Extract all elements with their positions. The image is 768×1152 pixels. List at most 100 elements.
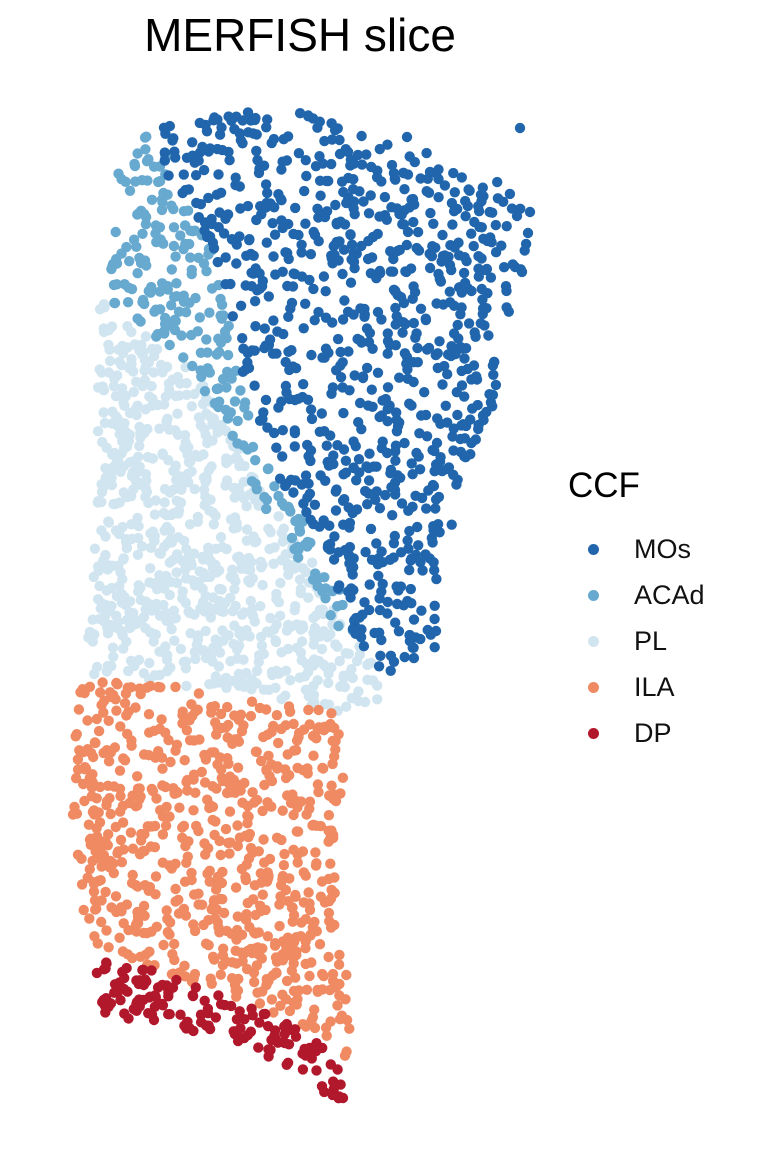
point-pl	[146, 381, 157, 392]
point-ila	[149, 842, 161, 853]
point-dp	[231, 1014, 243, 1025]
point-mos	[318, 271, 330, 282]
point-ila	[135, 791, 146, 802]
point-mos	[408, 376, 419, 388]
point-mos	[348, 309, 359, 320]
point-mos	[385, 665, 396, 676]
point-ila	[236, 863, 248, 875]
point-ila	[257, 805, 268, 817]
point-mos	[420, 314, 432, 326]
point-mos	[407, 293, 418, 304]
point-ila	[332, 1000, 343, 1011]
point-mos	[273, 189, 284, 200]
series-acad	[106, 131, 359, 636]
point-mos	[198, 164, 210, 176]
point-pl	[189, 548, 200, 559]
point-mos	[302, 394, 314, 405]
point-ila	[153, 746, 164, 757]
point-pl	[273, 511, 284, 522]
point-pl	[217, 625, 228, 636]
point-ila	[302, 768, 313, 779]
point-mos	[419, 387, 430, 398]
point-mos	[354, 186, 365, 197]
point-mos	[354, 397, 366, 409]
point-mos	[262, 422, 273, 433]
point-mos	[406, 458, 417, 469]
point-mos	[195, 199, 207, 210]
point-pl	[253, 650, 265, 661]
point-mos	[400, 318, 411, 330]
point-mos	[340, 144, 351, 155]
point-acad	[273, 490, 284, 502]
point-ila	[112, 679, 123, 690]
point-dp	[262, 1020, 274, 1032]
point-mos	[332, 440, 343, 451]
point-acad	[222, 349, 234, 361]
point-pl	[138, 611, 150, 623]
point-pl	[312, 675, 323, 686]
point-mos	[227, 311, 238, 322]
point-pl	[167, 554, 179, 566]
point-pl	[308, 627, 319, 639]
point-dp	[328, 1076, 339, 1087]
point-mos	[405, 583, 416, 595]
point-pl	[343, 648, 354, 659]
point-mos	[458, 419, 469, 430]
point-ila	[157, 763, 168, 774]
point-ila	[326, 780, 337, 791]
point-acad	[251, 484, 262, 495]
point-mos	[366, 554, 378, 565]
point-mos	[459, 391, 470, 402]
point-ila	[177, 832, 188, 843]
point-mos	[308, 226, 319, 238]
point-mos	[273, 402, 284, 413]
point-pl	[205, 494, 216, 505]
point-pl	[204, 411, 216, 422]
point-mos	[231, 258, 242, 269]
point-pl	[98, 562, 109, 573]
point-mos	[366, 384, 377, 395]
point-mos	[212, 256, 223, 268]
point-mos	[399, 437, 410, 449]
point-ila	[300, 1021, 312, 1032]
point-ila	[326, 829, 338, 840]
point-dp	[187, 990, 199, 1002]
point-dp	[195, 1017, 207, 1028]
point-ila	[327, 968, 339, 980]
point-ila	[241, 909, 252, 920]
legend-label-pl: PL	[634, 625, 668, 656]
point-ila	[161, 905, 172, 916]
point-mos	[342, 194, 354, 205]
point-pl	[103, 517, 115, 528]
point-ila	[307, 730, 319, 742]
point-ila	[292, 762, 303, 774]
point-ila	[215, 849, 226, 861]
point-mos	[373, 661, 385, 672]
point-pl	[154, 547, 165, 559]
point-mos	[333, 583, 344, 594]
point-pl	[179, 535, 190, 547]
point-mos	[240, 280, 251, 291]
point-mos	[300, 155, 311, 166]
point-mos	[421, 147, 432, 159]
point-acad	[186, 264, 197, 276]
point-mos	[385, 468, 396, 479]
point-mos	[514, 122, 526, 134]
point-ila	[249, 880, 261, 891]
point-mos	[345, 592, 356, 603]
point-ila	[91, 713, 103, 725]
point-mos	[298, 379, 309, 390]
point-pl	[225, 592, 236, 603]
point-mos	[320, 286, 331, 297]
point-ila	[261, 764, 272, 775]
point-ila	[242, 800, 253, 812]
legend-title: CCF	[568, 466, 640, 505]
point-pl	[341, 701, 352, 712]
point-pl	[124, 596, 136, 607]
point-pl	[303, 592, 314, 603]
point-ila	[199, 749, 210, 761]
point-acad	[293, 552, 304, 563]
point-ila	[106, 691, 118, 703]
point-pl	[145, 563, 156, 574]
point-acad	[171, 278, 182, 289]
